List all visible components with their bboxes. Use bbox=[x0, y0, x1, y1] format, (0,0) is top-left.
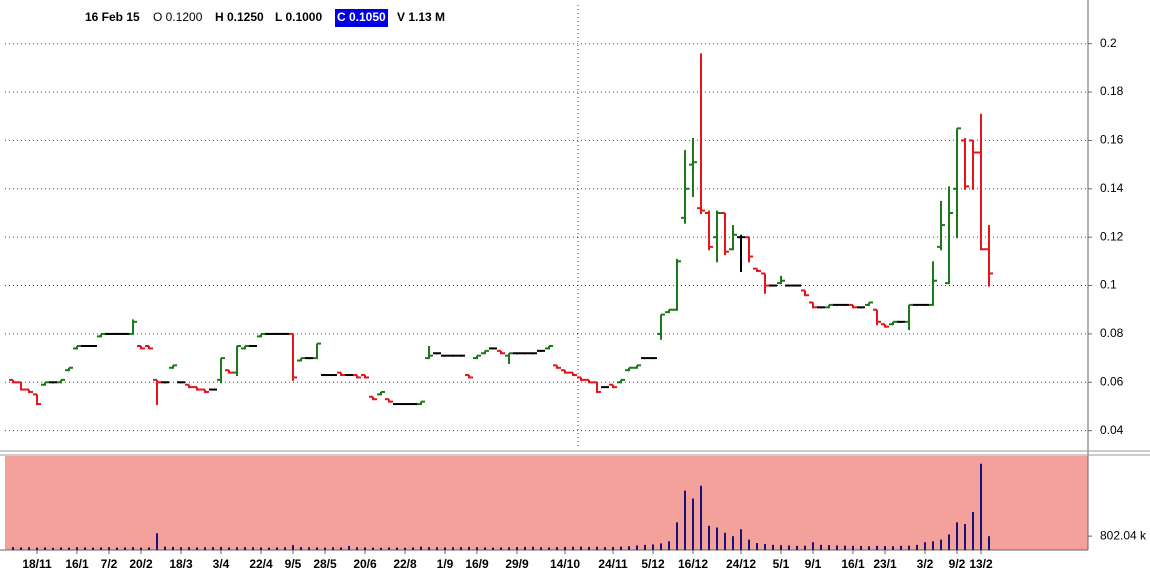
x-tick-label: 13/2 bbox=[969, 557, 993, 571]
x-tick-label: 24/11 bbox=[598, 557, 628, 571]
x-tick-label: 16/1 bbox=[65, 557, 89, 571]
y-tick-label: 0.14 bbox=[1100, 181, 1124, 195]
x-tick-label: 28/5 bbox=[313, 557, 337, 571]
x-tick-label: 3/2 bbox=[917, 557, 934, 571]
header-close-bg bbox=[335, 9, 388, 27]
x-tick-label: 22/8 bbox=[393, 557, 417, 571]
y-tick-label: 0.2 bbox=[1100, 36, 1117, 50]
x-tick-label: 1/9 bbox=[437, 557, 454, 571]
y-tick-label: 0.06 bbox=[1100, 374, 1124, 388]
x-tick-label: 16/12 bbox=[678, 557, 708, 571]
x-tick-label: 16/9 bbox=[465, 557, 489, 571]
header-close: C 0.1050 bbox=[337, 10, 386, 24]
x-tick-label: 18/11 bbox=[22, 557, 52, 571]
header-low: L 0.1000 bbox=[275, 10, 322, 24]
x-tick-label: 20/2 bbox=[129, 557, 153, 571]
x-tick-label: 5/1 bbox=[773, 557, 790, 571]
y-tick-label: 0.08 bbox=[1100, 326, 1124, 340]
x-tick-label: 3/4 bbox=[213, 557, 230, 571]
x-tick-label: 9/2 bbox=[949, 557, 966, 571]
x-tick-label: 5/12 bbox=[641, 557, 665, 571]
x-tick-label: 18/3 bbox=[169, 557, 193, 571]
header-high: H 0.1250 bbox=[215, 10, 264, 24]
x-tick-label: 22/4 bbox=[249, 557, 273, 571]
x-tick-label: 20/6 bbox=[353, 557, 377, 571]
volume-tick-label: 802.04 k bbox=[1100, 528, 1147, 542]
y-tick-label: 0.04 bbox=[1100, 423, 1124, 437]
x-tick-label: 23/1 bbox=[873, 557, 897, 571]
x-tick-label: 14/10 bbox=[550, 557, 580, 571]
x-tick-label: 29/9 bbox=[505, 557, 529, 571]
y-tick-label: 0.16 bbox=[1100, 133, 1124, 147]
volume-panel bbox=[5, 456, 1088, 550]
header-date: 16 Feb 15 bbox=[85, 10, 140, 24]
x-tick-label: 9/1 bbox=[805, 557, 822, 571]
y-tick-label: 0.1 bbox=[1100, 278, 1117, 292]
header-open: O 0.1200 bbox=[153, 10, 203, 24]
header-volume: V 1.13 M bbox=[397, 10, 445, 24]
x-tick-label: 7/2 bbox=[101, 557, 118, 571]
x-tick-label: 16/1 bbox=[841, 557, 865, 571]
x-tick-label: 9/5 bbox=[285, 557, 302, 571]
x-tick-label: 24/12 bbox=[726, 557, 756, 571]
y-tick-label: 0.18 bbox=[1100, 84, 1124, 98]
y-tick-label: 0.12 bbox=[1100, 229, 1124, 243]
